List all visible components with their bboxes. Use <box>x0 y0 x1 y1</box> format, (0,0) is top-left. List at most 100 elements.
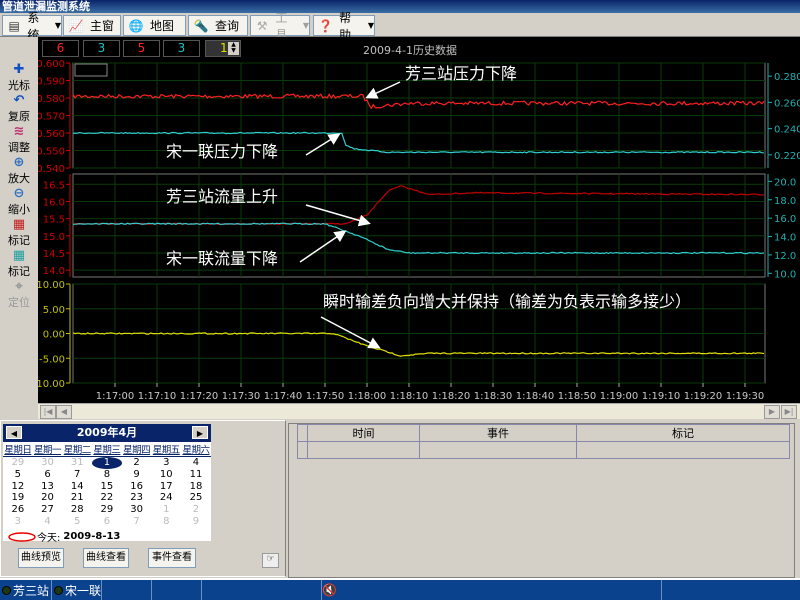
calendar-day[interactable]: 24 <box>159 492 173 504</box>
left-tick-label: 14.5 <box>43 249 65 260</box>
tool-mark-cyan-button[interactable]: ▦ 标记 <box>0 249 38 279</box>
calendar-day[interactable]: 8 <box>103 468 111 480</box>
cross-icon: ✚ <box>13 62 25 77</box>
column-mark[interactable]: 标记 <box>576 424 790 442</box>
calendar-day[interactable]: 17 <box>159 480 173 492</box>
history-chart[interactable]: 2009-4-1历史数据 0.600 0.590 0.580 0.570 0.560 0.5… <box>38 37 800 403</box>
spinner-arrows-icon[interactable]: ▲ ▼ <box>228 42 239 55</box>
horizontal-scrollbar[interactable]: |◀ ◀ ▶ ▶| <box>38 403 800 419</box>
calendar-day[interactable]: 4 <box>192 457 200 468</box>
menu-4-button[interactable]: ⚒ 工具 ▼ <box>250 11 310 42</box>
calendar-day[interactable]: 3 <box>14 515 22 527</box>
chevron-down-icon: ▼ <box>367 21 374 30</box>
calendar-day[interactable]: 30 <box>41 457 54 468</box>
calendar-day[interactable]: 9 <box>192 515 200 527</box>
calendar-day[interactable]: 10 <box>159 468 173 480</box>
menu-1-button[interactable]: 📈 主窗 <box>63 15 121 36</box>
chart-area[interactable]: 6 3 5 3 1 ▲ ▼ 2009-4-1历史数据 0.600 0.590 0.580 0.570… <box>38 37 800 403</box>
calendar-day[interactable]: 20 <box>41 492 54 504</box>
calendar-day[interactable]: 26 <box>11 504 25 516</box>
scroll-left-button[interactable]: ◀ <box>56 405 72 419</box>
calendar-day[interactable]: 22 <box>100 492 114 504</box>
panel-frame <box>72 173 766 278</box>
calendar-day[interactable]: 11 <box>189 468 203 480</box>
page-spinner[interactable]: 1 ▲ ▼ <box>205 40 241 57</box>
weekday-header: 星期日 <box>4 445 32 456</box>
calendar-day[interactable]: 19 <box>11 492 25 504</box>
menu-5-button[interactable]: ❓ 帮助 ▼ <box>313 11 375 42</box>
calendar[interactable]: ◀ 2009年4月 ▶ 星期日 星期一 星期二 星期三 星期四 星期五 星期六 29 30 31 1 2… <box>3 424 211 544</box>
curve-view-button[interactable]: 曲线查看 <box>83 548 129 568</box>
tool-locate-button[interactable]: ⌖ 定位 <box>0 280 38 310</box>
annotation-label: 芳三站压力下降 <box>405 64 517 83</box>
calendar-day[interactable]: 29 <box>11 457 25 468</box>
weekday-header: 星期六 <box>182 445 210 456</box>
event-view-button[interactable]: 事件查看 <box>148 548 196 568</box>
calendar-day[interactable]: 1 <box>163 504 170 516</box>
calendar-day[interactable]: 25 <box>189 492 203 504</box>
tool-mark-red-button[interactable]: ▦ 标记 <box>0 218 38 248</box>
prev-month-button[interactable]: ◀ <box>6 426 22 439</box>
today-link[interactable]: 今天: 2009-8-13 <box>7 529 120 544</box>
calendar-day[interactable]: 8 <box>163 515 170 527</box>
column-event[interactable]: 事件 <box>419 424 577 442</box>
speaker-muted-icon[interactable]: 🔇 <box>322 583 337 597</box>
calendar-day[interactable]: 5 <box>14 468 22 480</box>
weekday-header: 星期一 <box>34 445 62 456</box>
calendar-day[interactable]: 30 <box>130 504 143 516</box>
hammer-icon: ⚒ <box>256 18 268 33</box>
right-tick-label: 14.0 <box>774 233 796 244</box>
calendar-day[interactable]: 3 <box>163 457 170 468</box>
calendar-day[interactable]: 16 <box>130 480 143 492</box>
scroll-last-button[interactable]: ▶| <box>781 405 797 419</box>
calendar-day[interactable]: 12 <box>11 480 25 492</box>
menu-label: 地图 <box>150 19 175 33</box>
menu-3-button[interactable]: 🔦 查询 <box>188 15 248 36</box>
tool-undo-button[interactable]: ↶ 复原 <box>0 94 38 124</box>
menu-0-button[interactable]: ▤ 系统 ▼ <box>2 11 62 42</box>
calendar-day[interactable]: 9 <box>133 468 140 480</box>
scroll-right-button[interactable]: ▶ <box>764 405 780 419</box>
calendar-day[interactable]: 2 <box>192 504 200 516</box>
left-tick-label: 0.600 <box>38 59 65 70</box>
tool-zoom-in-button[interactable]: ⊕ 放大 <box>0 156 38 186</box>
calendar-day[interactable]: 1 <box>92 457 122 469</box>
curve-preview-button[interactable]: 曲线预览 <box>18 548 64 568</box>
calendar-day[interactable]: 14 <box>70 480 84 492</box>
status-cell <box>102 580 152 600</box>
tool-cross-button[interactable]: ✚ 光标 <box>0 63 38 93</box>
today-label: 今天: <box>37 533 61 544</box>
status-station-1[interactable]: 芳三站 <box>0 580 52 600</box>
right-tick-label: 16.0 <box>774 214 796 225</box>
calendar-day[interactable]: 4 <box>44 515 51 527</box>
calendar-day[interactable]: 18 <box>189 480 203 492</box>
mark-red-icon: ▦ <box>12 217 26 232</box>
calendar-day[interactable]: 7 <box>74 468 81 480</box>
calendar-day[interactable]: 15 <box>100 480 114 492</box>
calendar-day[interactable]: 6 <box>103 515 111 527</box>
tool-zoom-out-button[interactable]: ⊖ 缩小 <box>0 187 38 217</box>
x-tick-label: 1:19:20 <box>684 391 723 402</box>
right-tick-label: 0.220 <box>774 151 800 162</box>
weekday-header: 星期二 <box>63 445 92 456</box>
calendar-day[interactable]: 29 <box>100 504 114 516</box>
hand-icon[interactable]: ☞ <box>262 553 279 568</box>
scroll-first-button[interactable]: |◀ <box>40 405 56 419</box>
calendar-day[interactable]: 5 <box>74 515 81 527</box>
calendar-day[interactable]: 7 <box>133 515 140 527</box>
calendar-day[interactable]: 13 <box>41 480 54 492</box>
calendar-day[interactable]: 6 <box>44 468 51 480</box>
next-month-button[interactable]: ▶ <box>192 426 208 439</box>
calendar-day[interactable]: 2 <box>133 457 140 468</box>
calendar-day[interactable]: 23 <box>130 492 143 504</box>
left-tick-label: 0.590 <box>38 77 65 88</box>
calendar-day[interactable]: 28 <box>70 504 84 516</box>
calendar-day[interactable]: 27 <box>41 504 54 516</box>
calendar-day[interactable]: 21 <box>70 492 84 504</box>
status-station-2[interactable]: 宋一联 <box>52 580 102 600</box>
calendar-day[interactable]: 31 <box>70 457 84 468</box>
menu-2-button[interactable]: 🌐 地图 <box>123 15 186 36</box>
counter-display: 3 <box>163 40 200 57</box>
column-time[interactable]: 时间 <box>307 424 420 442</box>
tool-adjust-button[interactable]: ≋ 调整 <box>0 125 38 155</box>
